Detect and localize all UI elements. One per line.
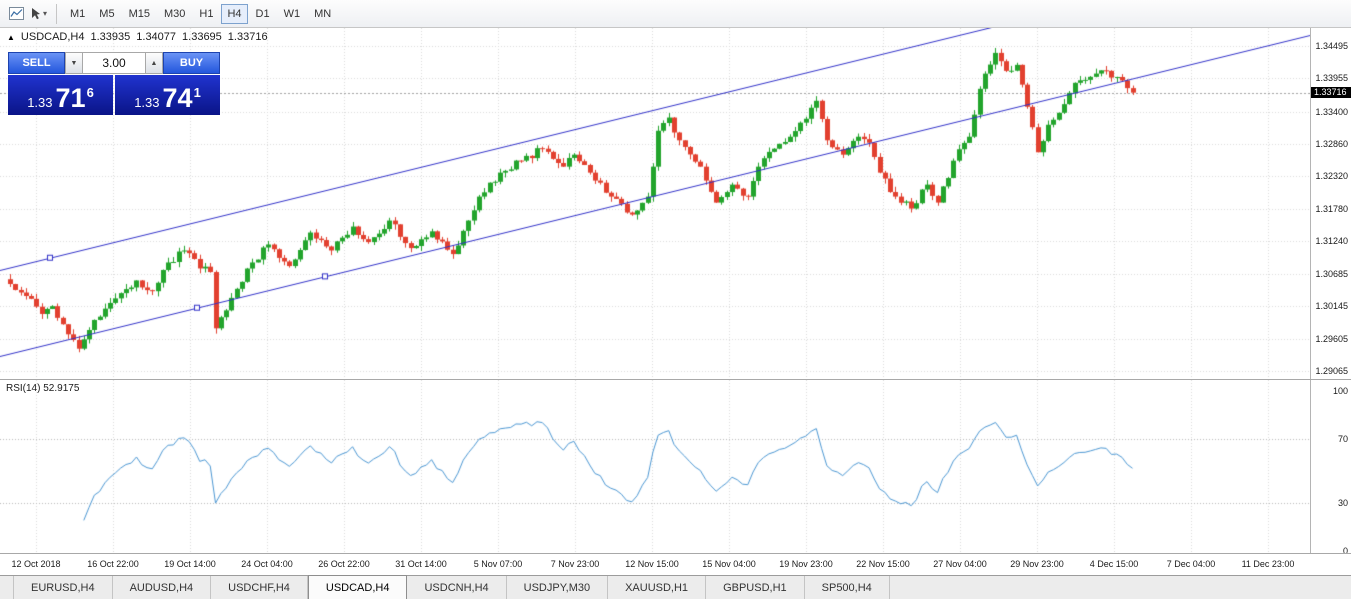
price-axis-label: 1.31780 (1315, 203, 1348, 214)
dropdown-caret-icon: ▾ (43, 9, 48, 18)
time-axis-label: 24 Oct 04:00 (241, 559, 293, 569)
rsi-chart-canvas[interactable] (0, 380, 1310, 554)
ohlc-open: 1.33935 (90, 31, 131, 43)
time-axis-label: 29 Nov 23:00 (1010, 559, 1064, 569)
buy-quote[interactable]: 1.33 74 1 (115, 75, 220, 115)
timeframe-button-m30[interactable]: M30 (163, 7, 186, 20)
price-axis-label: 1.30145 (1315, 301, 1348, 312)
sell-quote[interactable]: 1.33 71 6 (8, 75, 113, 115)
toolbar: ▾ M1 M5 M15 M30 H1 H4 D1 W1 MN (0, 0, 1351, 28)
price-axis-label: 1.29065 (1315, 366, 1348, 377)
price-axis-label: 1.29605 (1315, 333, 1348, 344)
ohlc-high: 1.34077 (136, 31, 177, 43)
symbol-tab-usdjpy-m30[interactable]: USDJPY,M30 (507, 576, 609, 599)
ohlc-close: 1.33716 (227, 31, 268, 43)
timeframe-button-mn[interactable]: MN (314, 7, 332, 20)
time-axis-label: 31 Oct 14:00 (395, 559, 447, 569)
cursor-icon (32, 8, 40, 20)
time-axis-label: 7 Nov 23:00 (550, 559, 600, 569)
buy-price-big: 74 (162, 83, 193, 113)
price-axis-label: 1.30685 (1315, 269, 1348, 280)
price-axis-label: 1.34495 (1315, 41, 1348, 51)
symbol-tab-eurusd-h4[interactable]: EURUSD,H4 (13, 576, 113, 599)
time-axis-label: 19 Oct 14:00 (164, 559, 216, 569)
time-axis-label: 5 Nov 07:00 (473, 559, 523, 569)
volume-input[interactable] (83, 52, 145, 74)
chart-template-button[interactable] (5, 3, 27, 25)
symbol-tab-usdcad-h4[interactable]: USDCAD,H4 (307, 575, 408, 599)
time-axis-label: 22 Nov 15:00 (856, 559, 910, 569)
price-axis-label: 1.33955 (1315, 73, 1348, 84)
time-axis-label: 12 Nov 15:00 (625, 559, 679, 569)
sell-button[interactable]: SELL (8, 52, 65, 74)
rsi-indicator-label: RSI(14) 52.9175 (6, 383, 80, 394)
timeframe-button-h4[interactable]: H4 (221, 3, 248, 24)
price-axis-label: 1.31240 (1315, 235, 1348, 246)
trade-order-row: SELL ▼ ▲ BUY (8, 52, 220, 74)
rsi-axis-label: 70 (1337, 434, 1348, 444)
symbol-tab-sp500-h4[interactable]: SP500,H4 (805, 576, 890, 599)
timeframe-button-m1[interactable]: M1 (70, 7, 86, 20)
timeframe-button-h1[interactable]: H1 (199, 7, 214, 20)
timeframe-button-d1[interactable]: D1 (255, 7, 270, 20)
sell-price-small: 1.33 (27, 95, 53, 110)
buy-price-small: 1.33 (134, 95, 160, 110)
rsi-axis-label: 30 (1337, 498, 1348, 508)
symbol-tab-audusd-h4[interactable]: AUDUSD,H4 (113, 576, 212, 599)
time-axis-label: 16 Oct 22:00 (87, 559, 139, 569)
chart-tabs-bar: EURUSD,H4 AUDUSD,H4 USDCHF,H4 USDCAD,H4 USDC… (0, 575, 1351, 599)
buy-button[interactable]: BUY (163, 52, 220, 74)
rsi-axis-label: 100 (1332, 386, 1348, 396)
price-axis-label: 1.32860 (1315, 138, 1348, 149)
symbol-tab-gbpusd-h1[interactable]: GBPUSD,H1 (706, 576, 805, 599)
symbol-tab-usdcnh-h4[interactable]: USDCNH,H4 (407, 576, 507, 599)
objects-tool-button[interactable]: ▾ (27, 3, 50, 25)
current-price-tag: 1.33716 (1311, 86, 1351, 98)
rsi-axis: 100 70 30 0 (1310, 380, 1351, 556)
time-axis-label: 27 Nov 04:00 (933, 559, 987, 569)
chart-header: ▲ USDCAD,H4 1.33935 1.34077 1.33695 1.33… (7, 31, 268, 43)
symbol-tab-xauusd-h1[interactable]: XAUUSD,H1 (608, 576, 707, 599)
symbol-marker-icon: ▲ (7, 32, 15, 42)
volume-increase-button[interactable]: ▲ (145, 52, 163, 74)
rsi-indicator-pane[interactable]: RSI(14) 52.9175 100 70 30 0 (0, 379, 1351, 556)
time-axis-label: 4 Dec 15:00 (1089, 559, 1139, 569)
time-axis-label: 7 Dec 04:00 (1166, 559, 1216, 569)
volume-decrease-button[interactable]: ▼ (65, 52, 83, 74)
price-axis-label: 1.33400 (1315, 106, 1348, 117)
toolbar-separator (56, 3, 58, 24)
price-axis: 1.33716 1.34495 1.33955 1.33400 1.32860 1.32… (1310, 28, 1351, 379)
one-click-trade-widget: SELL ▼ ▲ BUY 1.33 71 6 1.33 74 1 (8, 52, 220, 115)
chart-template-icon (8, 7, 24, 20)
price-axis-label: 1.32320 (1315, 171, 1348, 182)
buy-price-pip: 1 (193, 85, 201, 100)
symbol-tab-usdchf-h4[interactable]: USDCHF,H4 (211, 576, 308, 599)
time-axis: 12 Oct 2018 16 Oct 22:00 19 Oct 14:00 24 Oc… (0, 553, 1351, 575)
sell-price-big: 71 (55, 83, 86, 113)
time-axis-label: 19 Nov 23:00 (779, 559, 833, 569)
time-axis-label: 12 Oct 2018 (11, 559, 61, 569)
chart-symbol-label: USDCAD,H4 (20, 31, 85, 43)
time-axis-label: 11 Dec 23:00 (1241, 559, 1295, 569)
timeframe-button-m15[interactable]: M15 (128, 7, 150, 20)
time-axis-label: 15 Nov 04:00 (702, 559, 756, 569)
sell-price-pip: 6 (86, 85, 94, 100)
quote-row: 1.33 71 6 1.33 74 1 (8, 75, 220, 115)
price-chart-pane[interactable]: ▲ USDCAD,H4 1.33935 1.34077 1.33695 1.33… (0, 28, 1351, 379)
ohlc-low: 1.33695 (182, 31, 222, 43)
rsi-axis-label: 0 (1342, 546, 1348, 556)
timeframe-button-w1[interactable]: W1 (283, 7, 301, 20)
timeframe-group: M1 M5 M15 M30 H1 H4 D1 W1 MN (63, 3, 338, 24)
time-axis-label: 26 Oct 22:00 (318, 559, 370, 569)
timeframe-button-m5[interactable]: M5 (99, 7, 115, 20)
